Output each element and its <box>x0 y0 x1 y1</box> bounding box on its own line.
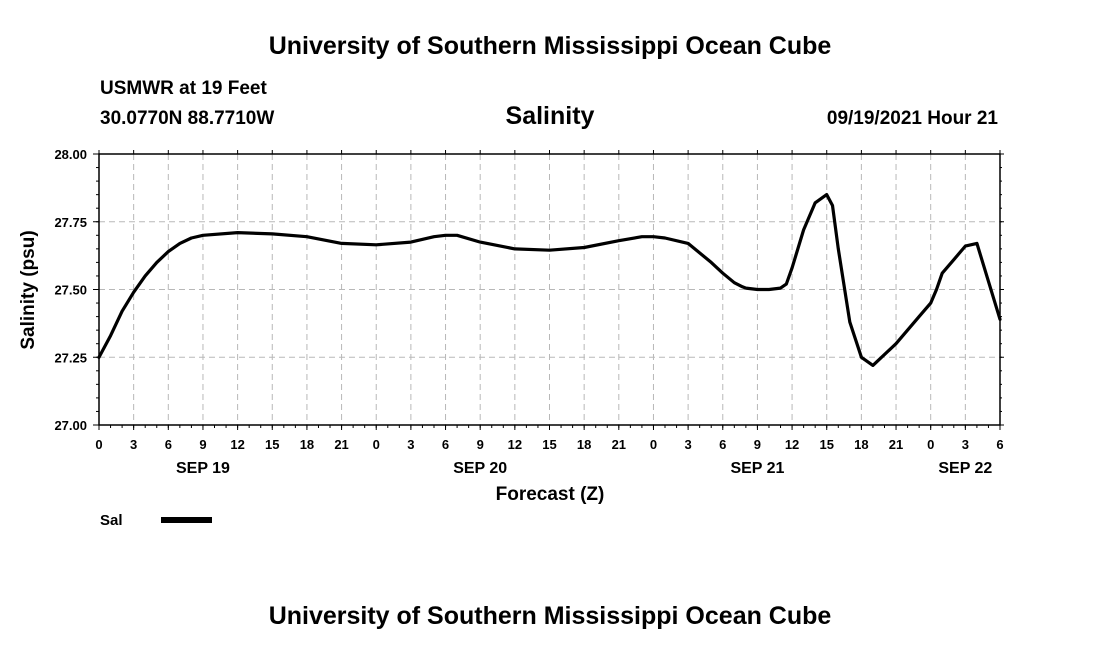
y-tick-label: 27.75 <box>54 215 87 230</box>
x-tick-label: 6 <box>165 437 172 452</box>
x-tick-label: 0 <box>927 437 934 452</box>
y-axis-label: Salinity (psu) <box>18 230 39 349</box>
x-tick-label: 18 <box>854 437 868 452</box>
x-axis-ticks: 0 3 6 9 12 15 18 21 0 3 6 9 12 15 18 21 0 3 6 9 12 15 18 21 0 3 6 <box>95 150 1004 452</box>
y-tick-label: 27.00 <box>54 418 87 433</box>
date-label: SEP 20 <box>453 460 507 477</box>
x-axis-label: Forecast (Z) <box>496 484 605 505</box>
y-axis-ticks: 27.00 27.25 27.50 27.75 28.00 <box>54 147 1004 433</box>
station-label: USMWR at 19 Feet <box>100 78 267 99</box>
date-label: SEP 22 <box>938 460 992 477</box>
y-tick-label: 27.50 <box>54 283 87 298</box>
x-tick-label: 18 <box>577 437 591 452</box>
plot-frame <box>98 153 1001 426</box>
x-tick-label: 6 <box>719 437 726 452</box>
x-tick-label: 15 <box>819 437 833 452</box>
series-layer <box>97 193 1002 367</box>
bottom-title: University of Southern Mississippi Ocean… <box>269 602 832 630</box>
x-tick-label: 12 <box>230 437 244 452</box>
date-label: SEP 21 <box>730 460 784 477</box>
date-labels: SEP 19 SEP 20 SEP 21 SEP 22 <box>176 460 992 477</box>
series-line-sal <box>97 193 1002 367</box>
date-label: SEP 19 <box>176 460 230 477</box>
top-title: University of Southern Mississippi Ocean… <box>269 32 832 60</box>
x-tick-label: 9 <box>199 437 206 452</box>
x-tick-label: 3 <box>684 437 691 452</box>
grid <box>99 154 1000 425</box>
x-tick-label: 12 <box>785 437 799 452</box>
timestamp-label: 09/19/2021 Hour 21 <box>827 108 999 129</box>
x-tick-label: 21 <box>334 437 348 452</box>
x-tick-label: 21 <box>889 437 903 452</box>
x-tick-label: 3 <box>407 437 414 452</box>
legend-label: Sal <box>100 512 123 529</box>
x-tick-label: 9 <box>754 437 761 452</box>
x-tick-label: 9 <box>477 437 484 452</box>
x-tick-label: 0 <box>650 437 657 452</box>
x-tick-label: 0 <box>373 437 380 452</box>
x-tick-label: 6 <box>996 437 1003 452</box>
x-tick-label: 12 <box>508 437 522 452</box>
x-tick-label: 3 <box>962 437 969 452</box>
chart-title: Salinity <box>506 102 595 130</box>
x-tick-label: 6 <box>442 437 449 452</box>
x-tick-label: 18 <box>300 437 314 452</box>
y-tick-label: 27.25 <box>54 350 87 365</box>
x-tick-label: 3 <box>130 437 137 452</box>
x-tick-label: 15 <box>265 437 279 452</box>
x-tick-label: 21 <box>612 437 626 452</box>
coordinates-label: 30.0770N 88.7710W <box>100 108 274 129</box>
x-tick-label: 15 <box>542 437 556 452</box>
x-tick-label: 0 <box>95 437 102 452</box>
y-tick-label: 28.00 <box>54 147 87 162</box>
